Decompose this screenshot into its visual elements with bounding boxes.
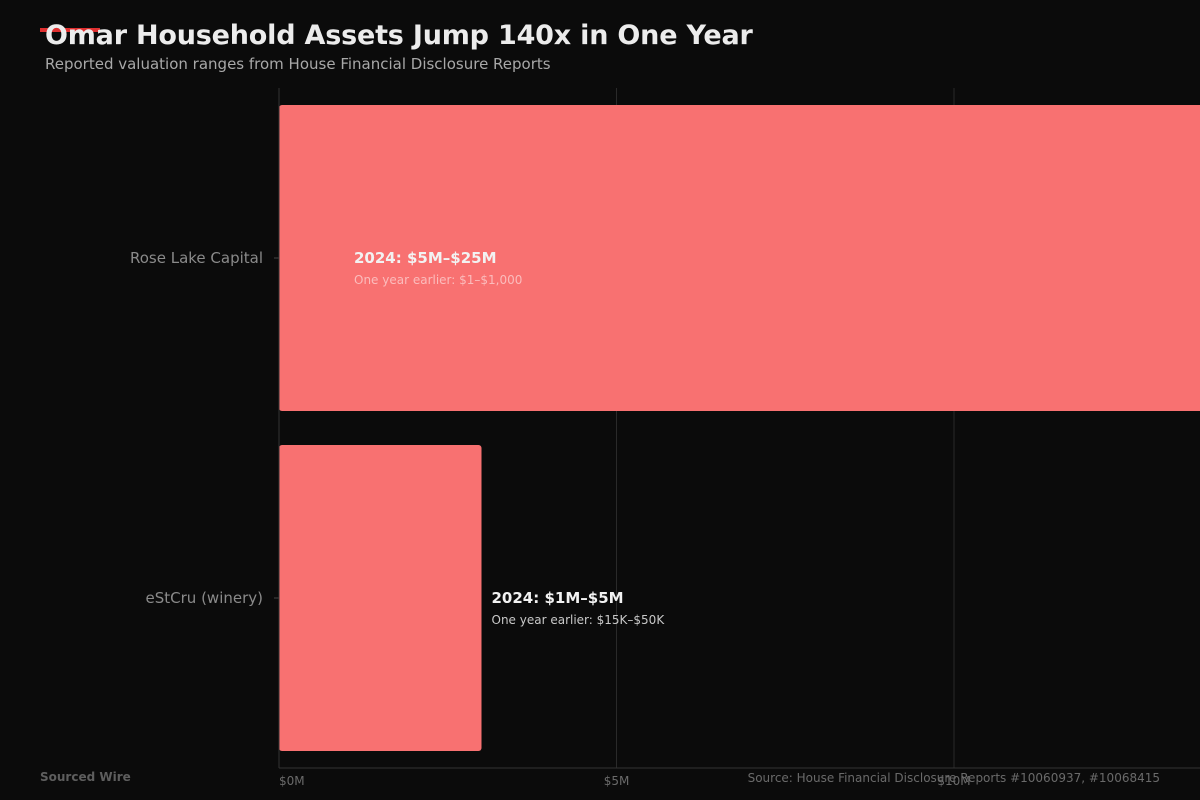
x-tick-label: $5M: [604, 774, 630, 788]
category-label: eStCru (winery): [146, 589, 263, 607]
source-note: Source: House Financial Disclosure Repor…: [747, 771, 1160, 785]
bar: [279, 445, 482, 751]
x-tick-label: $10M: [937, 774, 970, 788]
category-label: Rose Lake Capital: [130, 249, 263, 267]
chart-title: Omar Household Assets Jump 140x in One Y…: [45, 20, 753, 51]
brand-name: Sourced Wire: [40, 770, 131, 784]
title-accent-bar: [40, 28, 100, 32]
data-sublabel: One year earlier: $1–$1,000: [354, 273, 522, 287]
bar: [279, 105, 1200, 411]
data-label: 2024: $5M–$25M: [354, 249, 497, 267]
data-sublabel: One year earlier: $15K–$50K: [492, 613, 666, 627]
data-label: 2024: $1M–$5M: [492, 589, 624, 607]
chart-subtitle: Reported valuation ranges from House Fin…: [45, 55, 551, 73]
x-tick-label: $0M: [279, 774, 305, 788]
